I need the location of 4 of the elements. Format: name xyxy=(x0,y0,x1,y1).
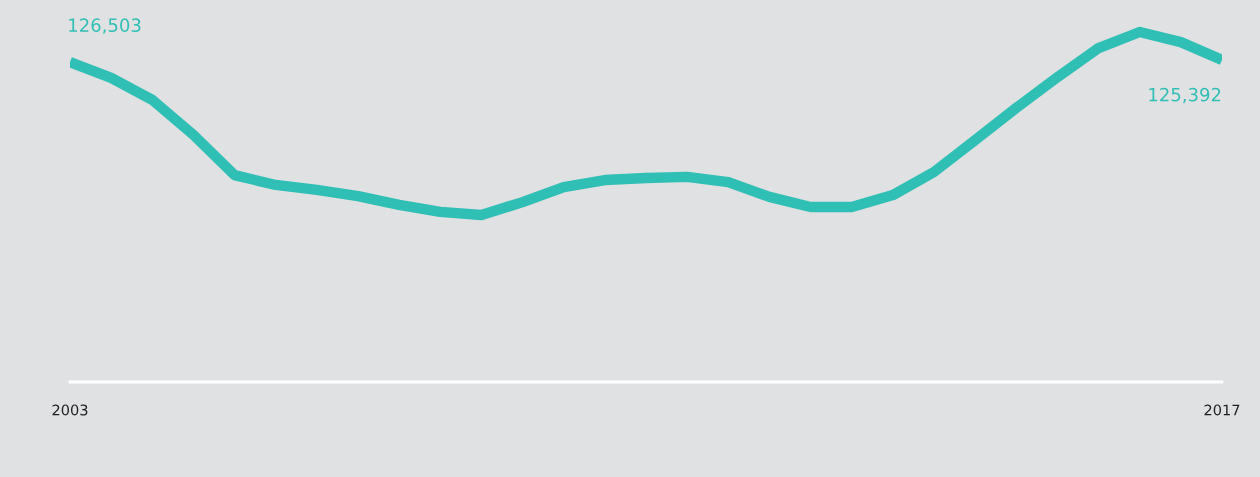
x-tick-label: 2003 xyxy=(52,404,88,416)
x-tick-label: 2017 xyxy=(1204,404,1240,416)
annotation: 125,392 xyxy=(1149,87,1221,104)
annotation: 126,503 xyxy=(69,18,141,34)
